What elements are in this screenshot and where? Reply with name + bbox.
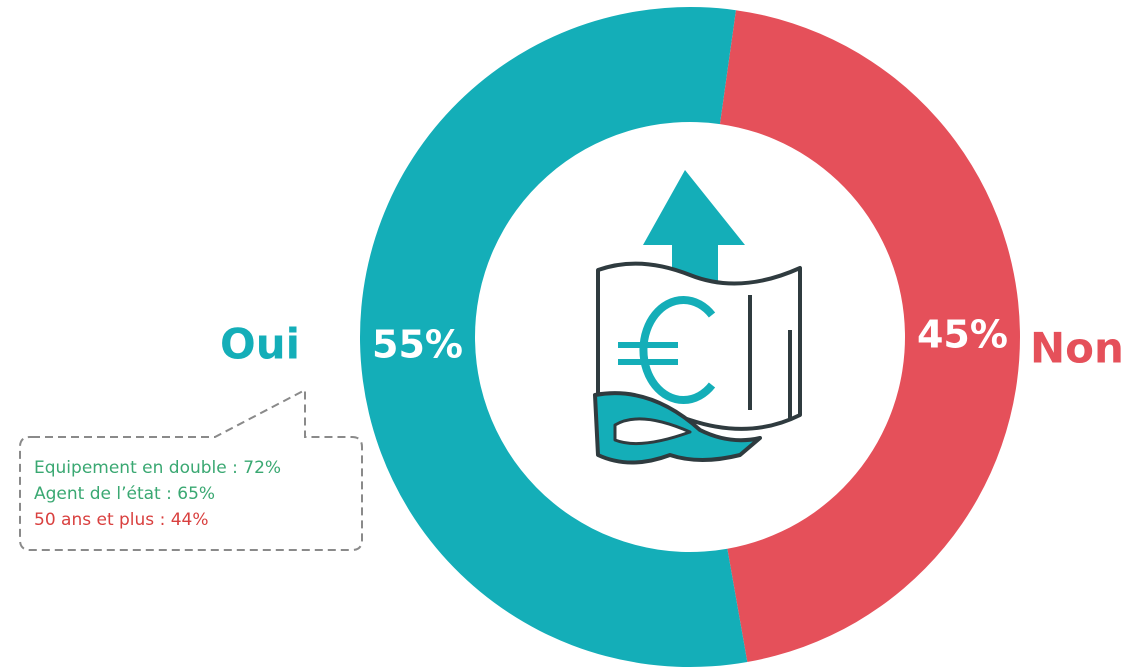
category-label: Non [1030, 324, 1124, 373]
value-label: 45% [917, 313, 1008, 357]
slices [360, 6, 1020, 667]
value-label: 55% [372, 322, 463, 366]
category-label: Oui [220, 319, 300, 368]
center-icon [593, 170, 802, 465]
slice [360, 6, 748, 667]
callout [19, 388, 363, 551]
annotation: Agent de l’état : 65% [34, 484, 215, 504]
annotation: Equipement en double : 72% [34, 458, 281, 478]
annotation: 50 ans et plus : 44% [34, 510, 208, 530]
callout-box [19, 388, 363, 551]
slice [719, 10, 1020, 662]
